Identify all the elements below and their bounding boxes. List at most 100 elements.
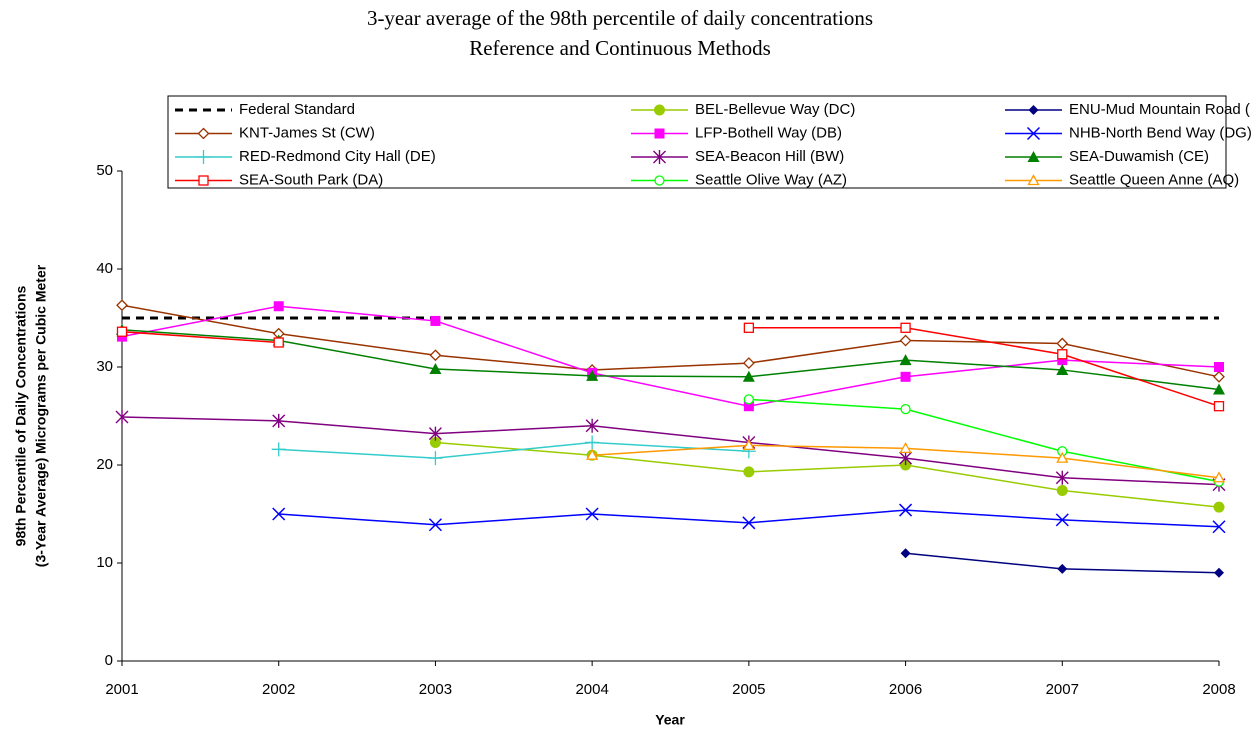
y-axis-label-line: 98th Percentile of Daily Concentrations: [13, 285, 29, 546]
series-line: [121, 304, 1220, 378]
marker: [1056, 451, 1069, 463]
marker: [272, 507, 286, 521]
x-tick-label: 2001: [105, 681, 138, 698]
marker: [1057, 349, 1068, 360]
marker: [900, 403, 911, 415]
legend-label: KNT-James St (CW): [239, 124, 375, 141]
marker: [1055, 513, 1069, 527]
marker: [585, 418, 599, 433]
marker: [900, 322, 911, 333]
legend-label: SEA-Beacon Hill (BW): [695, 148, 844, 165]
marker: [1056, 484, 1068, 496]
marker: [1056, 337, 1069, 350]
marker: [899, 334, 912, 347]
marker: [585, 435, 600, 450]
marker: [743, 401, 754, 412]
marker: [115, 409, 129, 424]
marker: [900, 371, 911, 382]
y-axis-label: 98th Percentile of Daily Concentrations …: [13, 264, 49, 567]
marker: [1213, 401, 1225, 412]
legend-marker: [654, 175, 665, 186]
marker: [1214, 362, 1224, 372]
series-line: [121, 329, 1220, 391]
marker: [899, 354, 912, 366]
y-axis-label-line: (3-Year Average) Micrograms per Cubic Me…: [33, 264, 49, 567]
marker: [585, 507, 599, 521]
marker: [271, 442, 286, 457]
legend-label: SEA-Duwamish (CE): [1069, 148, 1209, 165]
marker: [430, 315, 441, 326]
legend-label: NHB-North Bend Way (DG): [1069, 124, 1251, 141]
x-tick-label: 2007: [1046, 681, 1079, 698]
marker: [428, 518, 442, 532]
marker: [900, 548, 911, 559]
y-tick-label: 30: [96, 358, 113, 375]
marker: [1214, 567, 1224, 578]
marker: [116, 326, 128, 337]
series-line: [748, 398, 1220, 483]
marker: [742, 439, 755, 451]
legend-label: ENU-Mud Mountain Road (DF): [1069, 101, 1251, 118]
legend-marker: [1028, 105, 1039, 115]
x-tick-label: 2002: [262, 681, 295, 698]
chart-subtitle: Reference and Continuous Methods: [469, 36, 771, 60]
marker: [428, 426, 442, 441]
marker: [743, 322, 755, 333]
legend-label: SEA-South Park (DA): [239, 171, 383, 188]
marker: [1055, 470, 1069, 485]
marker: [273, 337, 284, 348]
legend-marker: [1026, 126, 1041, 141]
marker: [899, 503, 913, 517]
marker: [899, 442, 912, 453]
y-tick-label: 0: [105, 652, 113, 669]
marker: [272, 413, 286, 428]
legend-marker: [196, 150, 211, 164]
x-tick-label: 2004: [575, 681, 608, 698]
legend-label: Seattle Queen Anne (AQ): [1069, 171, 1239, 188]
legend-marker: [653, 150, 666, 164]
legend-marker: [198, 175, 209, 186]
y-tick-label: 50: [96, 162, 113, 179]
marker: [429, 349, 442, 362]
chart-title: 3-year average of the 98th percentile of…: [367, 6, 873, 30]
marker: [273, 301, 284, 312]
marker: [742, 516, 756, 530]
marker: [586, 369, 599, 381]
y-tick-label: 20: [96, 456, 113, 473]
marker: [1213, 370, 1225, 383]
series-line: [435, 441, 1220, 508]
marker: [1213, 501, 1225, 513]
marker: [742, 357, 755, 369]
marker: [899, 451, 913, 466]
x-tick-label: 2006: [889, 681, 922, 698]
marker: [1057, 355, 1068, 366]
marker: [586, 448, 599, 460]
marker: [1212, 520, 1226, 534]
series-line: [278, 441, 749, 459]
series-line: [121, 305, 1220, 407]
x-tick-label: 2008: [1202, 681, 1235, 698]
marker: [1057, 563, 1068, 574]
legend-marker: [197, 127, 210, 140]
legend-marker: [654, 104, 665, 116]
marker: [1212, 471, 1226, 483]
y-tick-label: 10: [96, 554, 113, 571]
legend-marker: [1027, 174, 1040, 186]
marker: [116, 299, 128, 312]
series-line: [278, 509, 1220, 528]
series-line: [121, 327, 1220, 407]
marker: [743, 394, 755, 405]
legend-label: RED-Redmond City Hall (DE): [239, 148, 436, 165]
legend-marker: [654, 128, 665, 139]
y-tick-label: 40: [96, 260, 113, 277]
x-tick-label: 2005: [732, 681, 765, 698]
legend-box: [167, 95, 1227, 189]
marker: [1056, 363, 1069, 375]
marker: [742, 370, 755, 382]
legend-label: LFP-Bothell Way (DB): [695, 124, 842, 141]
marker: [428, 451, 443, 466]
x-axis-label: Year: [655, 712, 685, 728]
marker: [429, 362, 442, 374]
legend-label: BEL-Bellevue Way (DC): [695, 101, 855, 118]
legend-marker: [1027, 151, 1040, 162]
